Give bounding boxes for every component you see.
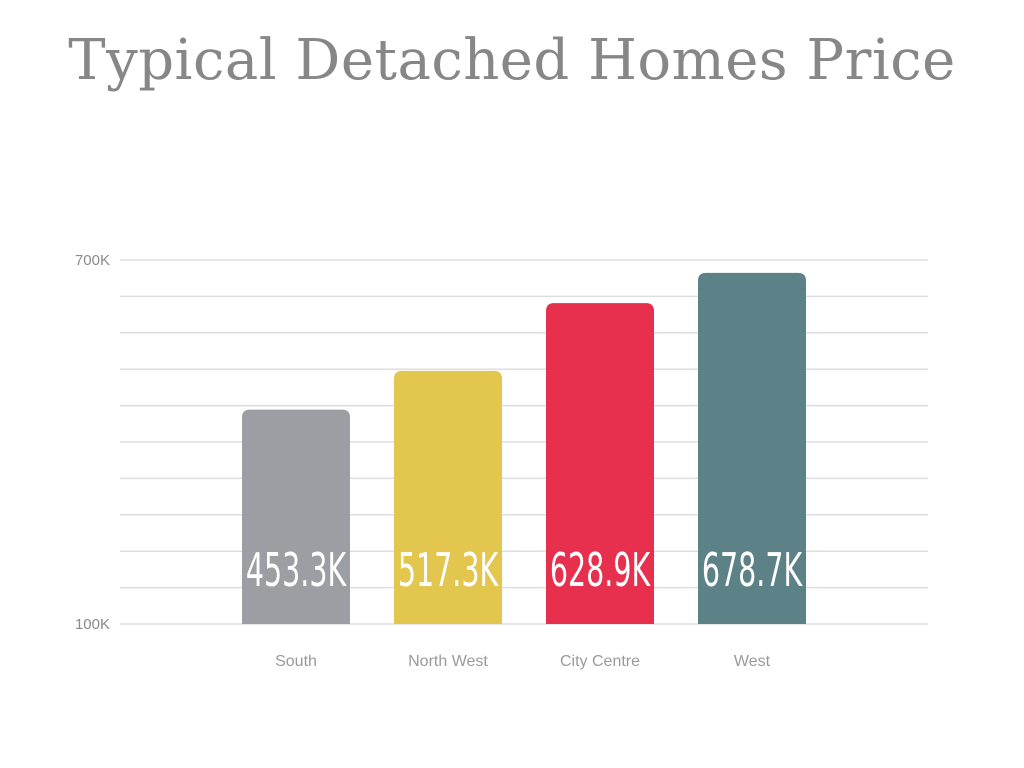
bar-value-label: 678.7K <box>702 544 803 598</box>
bar-city-centre <box>546 303 654 624</box>
category-label: South <box>275 653 317 670</box>
bars <box>242 272 806 624</box>
bar-west <box>698 272 806 624</box>
bar-north-west <box>394 370 502 624</box>
bar-value-label: 453.3K <box>246 544 347 598</box>
y-tick-label: 100K <box>75 616 110 633</box>
bar-value-label: 628.9K <box>550 544 651 598</box>
category-labels: South North West City Centre West <box>275 653 771 670</box>
chart-title: Typical Detached Homes Price <box>68 28 956 93</box>
bar-south <box>242 409 350 624</box>
category-label: West <box>734 653 771 670</box>
y-axis-ticks: 100K 700K <box>75 252 110 633</box>
y-tick-label: 700K <box>75 252 110 269</box>
value-labels: 453.3K 517.3K 628.9K 678.7K <box>246 544 803 598</box>
gridlines <box>120 259 928 625</box>
category-label: City Centre <box>560 653 640 670</box>
bar-value-label: 517.3K <box>398 544 499 598</box>
category-label: North West <box>408 653 488 670</box>
